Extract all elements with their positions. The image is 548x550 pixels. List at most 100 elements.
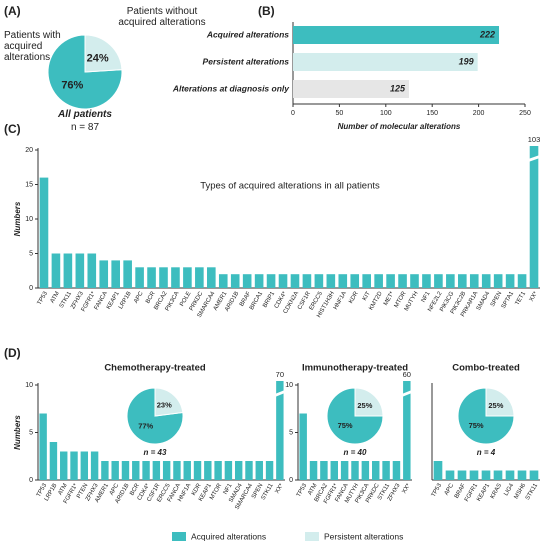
y-tick-label: 10 — [285, 382, 293, 389]
bar — [123, 260, 132, 288]
bar — [242, 274, 252, 288]
bar — [152, 461, 161, 480]
bar — [171, 267, 180, 288]
bar — [111, 260, 120, 288]
bar — [433, 461, 443, 480]
bar — [320, 461, 328, 480]
x-tick-label: 250 — [519, 110, 531, 117]
bar — [338, 274, 348, 288]
bar — [183, 267, 192, 288]
x-tick-label: 50 — [336, 110, 344, 117]
bar — [505, 470, 515, 480]
bar — [87, 253, 97, 288]
bar — [218, 274, 228, 288]
bar — [505, 274, 515, 288]
pie-value-label: 25% — [357, 401, 372, 410]
bar — [330, 461, 339, 480]
bar — [75, 253, 85, 288]
bar-value-label: 199 — [459, 56, 474, 66]
legend-swatch — [172, 532, 186, 541]
pie-slice — [354, 387, 384, 417]
bar-value-label: 125 — [390, 83, 406, 93]
pie-subtitle: n = 40 — [344, 448, 367, 457]
bar — [386, 274, 395, 288]
x-tick-label: 100 — [380, 110, 392, 117]
chart-title: Chemotherapy-treated — [104, 363, 206, 374]
x-tick-label: ATM — [307, 483, 318, 497]
x-tick-label: KRAS — [490, 483, 503, 500]
x-tick-label: XX* — [275, 482, 286, 495]
bar — [39, 413, 47, 480]
bar — [517, 470, 527, 480]
pie-value-label: 75% — [469, 421, 484, 430]
bar — [183, 461, 191, 480]
x-tick-label: 200 — [473, 110, 485, 117]
bar — [278, 274, 288, 288]
y-tick-label: 5 — [29, 250, 33, 257]
bar — [410, 274, 419, 288]
bar — [234, 461, 243, 480]
pie-slice — [154, 387, 184, 417]
y-tick-label: 5 — [289, 429, 293, 436]
bar — [469, 274, 479, 288]
bar — [159, 267, 168, 288]
x-tick-label: KIT — [362, 291, 372, 302]
y-tick-label: 0 — [289, 477, 293, 484]
bar — [162, 461, 171, 480]
x-tick-label: APC — [444, 482, 456, 496]
bar — [39, 177, 49, 288]
bar — [392, 461, 401, 480]
axis-break — [525, 154, 543, 163]
x-tick-label: KEAP1 — [476, 482, 491, 502]
bar — [422, 274, 431, 288]
bar — [434, 274, 443, 288]
bar — [362, 274, 371, 288]
y-tick-label: Alterations at diagnosis only — [172, 83, 290, 93]
bar-value-label: 222 — [479, 29, 495, 39]
bar — [493, 470, 503, 480]
x-tick-label: APC — [133, 290, 145, 304]
bar — [266, 274, 276, 288]
bar — [293, 53, 478, 71]
pie-slice — [84, 34, 123, 73]
bar — [481, 470, 491, 480]
bar — [90, 451, 99, 480]
pie-label: Patients with acquired alterations — [4, 30, 61, 63]
bar — [371, 461, 380, 480]
bar — [254, 274, 264, 288]
bar — [398, 274, 407, 288]
bar — [195, 267, 204, 288]
pie-value-label: 76% — [61, 79, 83, 91]
x-tick-label: SPTA1 — [501, 290, 516, 310]
pie-value-label: 24% — [87, 52, 109, 64]
pie-value-label: 23% — [157, 400, 172, 409]
bar — [142, 461, 150, 480]
x-tick-label: LIG4 — [503, 482, 515, 497]
bar — [382, 461, 390, 480]
chart-title: Immunotherapy-treated — [302, 363, 408, 374]
bar — [290, 274, 300, 288]
x-tick-label: TET1 — [515, 290, 528, 306]
x-tick-label: TP53 — [431, 482, 444, 498]
y-axis-label: Numbers — [13, 415, 22, 450]
bar-value-label: 60 — [403, 370, 411, 379]
bar — [302, 274, 312, 288]
legend-swatch — [305, 532, 319, 541]
bar — [361, 461, 370, 480]
bar — [374, 274, 383, 288]
pie-title: All patients — [58, 109, 112, 120]
x-tick-label: APC — [109, 482, 121, 496]
bar — [340, 461, 349, 480]
panel-label: (D) — [4, 346, 21, 360]
bar — [351, 461, 359, 480]
bar — [469, 470, 479, 480]
bar — [445, 470, 455, 480]
bar — [111, 461, 119, 480]
x-tick-label: XX* — [529, 290, 540, 303]
x-tick-label: XX* — [402, 482, 413, 495]
bar — [224, 461, 233, 480]
bar — [147, 267, 156, 288]
y-tick-label: 0 — [29, 477, 33, 484]
bar — [299, 413, 307, 480]
